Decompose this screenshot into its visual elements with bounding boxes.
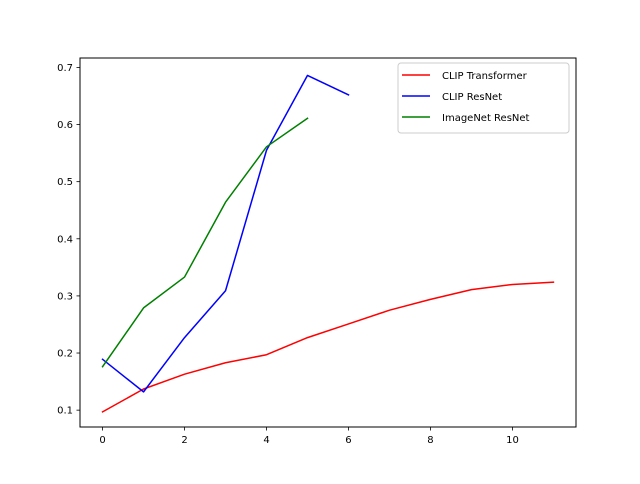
legend-box bbox=[397, 62, 570, 134]
legend-item-imagenet-resnet: ImageNet ResNet bbox=[402, 113, 530, 124]
legend-label: ImageNet ResNet bbox=[442, 113, 530, 124]
x-tick-label: 8 bbox=[427, 435, 433, 446]
legend-item-clip-transformer: CLIP Transformer bbox=[402, 71, 528, 82]
y-tick-label: 0.7 bbox=[57, 63, 73, 74]
x-tick-label: 2 bbox=[181, 435, 187, 446]
legend: CLIP Transformer CLIP ResNet ImageNet ResN… bbox=[397, 62, 570, 134]
axes-frame bbox=[79, 57, 577, 428]
x-tick-label: 10 bbox=[506, 435, 519, 446]
y-tick-label: 0.1 bbox=[57, 406, 73, 417]
legend-label: CLIP ResNet bbox=[442, 92, 502, 103]
series-line-clip-transformer bbox=[101, 281, 555, 413]
series-layer bbox=[101, 74, 555, 413]
y-tick-label: 0.2 bbox=[57, 349, 73, 360]
y-tick-label: 0.4 bbox=[57, 234, 73, 245]
x-tick-label: 0 bbox=[99, 435, 105, 446]
x-tick-label: 6 bbox=[345, 435, 351, 446]
series-line-clip-resnet bbox=[101, 74, 350, 393]
legend-label: CLIP Transformer bbox=[442, 71, 528, 82]
y-tick-label: 0.3 bbox=[57, 291, 73, 302]
x-tick-label: 4 bbox=[263, 435, 269, 446]
series-line-imagenet-resnet bbox=[101, 117, 309, 368]
y-tick-label: 0.5 bbox=[57, 177, 73, 188]
x-axis: 0 2 4 6 8 10 bbox=[99, 427, 519, 446]
legend-item-clip-resnet: CLIP ResNet bbox=[402, 92, 502, 103]
y-tick-label: 0.6 bbox=[57, 120, 73, 131]
y-axis: 0.1 0.2 0.3 0.4 0.5 0.6 0.7 bbox=[57, 63, 80, 417]
